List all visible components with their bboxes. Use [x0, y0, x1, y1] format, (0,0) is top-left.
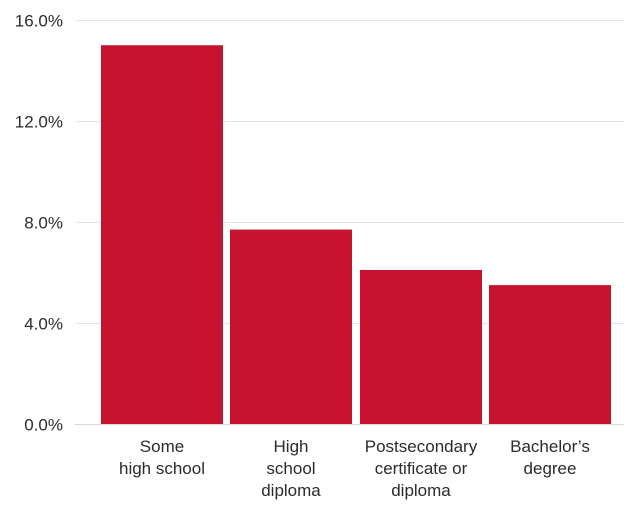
y-tick-label: 8.0% [24, 214, 63, 233]
bars [101, 45, 611, 424]
x-category-label: Postsecondary certificate or diploma [365, 437, 478, 500]
bar [230, 229, 352, 424]
x-category-label: High school diploma [261, 437, 321, 500]
bar [360, 269, 482, 424]
x-category-label-line: school [266, 459, 315, 478]
x-category-label-line: Postsecondary [365, 437, 478, 456]
x-category-label-line: Some [140, 437, 184, 456]
y-tick-label: 16.0% [15, 12, 63, 31]
bar [101, 45, 223, 424]
y-tick-label: 12.0% [15, 113, 63, 132]
x-category-label-line: degree [524, 459, 577, 478]
x-category-label-line: Bachelor’s [510, 437, 590, 456]
x-category-label-line: diploma [261, 481, 321, 500]
x-category-label: Some high school [119, 437, 205, 478]
x-category-label-line: certificate or [375, 459, 468, 478]
x-category-label-line: high school [119, 459, 205, 478]
y-axis-tick-labels: 0.0% 4.0% 8.0% 12.0% 16.0% [15, 12, 63, 435]
bar [489, 285, 611, 424]
x-category-label-line: High [274, 437, 309, 456]
y-tick-label: 0.0% [24, 416, 63, 435]
x-category-label: Bachelor’s degree [510, 437, 590, 478]
x-category-label-line: diploma [391, 481, 451, 500]
y-tick-label: 4.0% [24, 315, 63, 334]
